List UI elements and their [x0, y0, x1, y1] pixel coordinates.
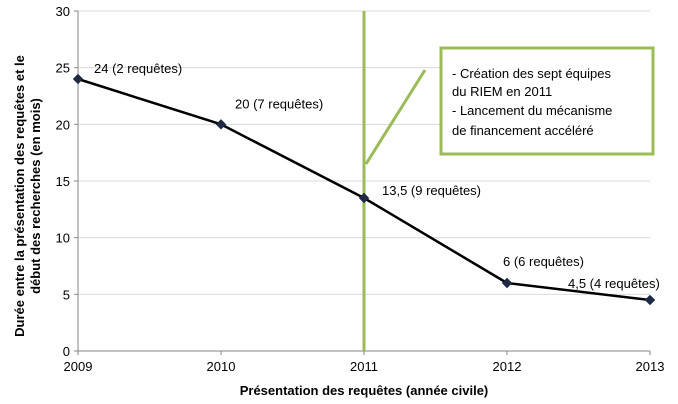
annotation-line-4: de financement accéléré	[452, 123, 594, 138]
data-point-marker	[501, 277, 513, 289]
y-tick-label: 20	[56, 117, 70, 132]
x-tick-label: 2013	[636, 359, 665, 374]
x-axis-title: Présentation des requêtes (année civile)	[240, 383, 489, 398]
x-tick-labels: 2009 2010 2011 2012 2013	[64, 351, 665, 374]
y-axis-title-line-2: début des recherches (en mois)	[28, 98, 43, 294]
y-axis-title-line-1: Durée entre la présentation des requêtes…	[12, 55, 27, 337]
annotation-connector	[364, 69, 427, 165]
data-labels: 24 (2 requêtes) 20 (7 requêtes) 13,5 (9 re…	[94, 61, 660, 291]
annotation-line-2: du RIEM en 2011	[452, 84, 552, 99]
annotation-box: - Création des sept équipes du RIEM en 2…	[439, 46, 655, 156]
data-label: 6 (6 requêtes)	[503, 254, 584, 269]
x-tick-label: 2011	[350, 359, 378, 374]
y-tick-labels: 0 5 10 15 20 25 30	[56, 4, 70, 359]
x-tick-label: 2012	[493, 359, 522, 374]
annotation-line-1: - Création des sept équipes	[452, 66, 611, 81]
y-tick-label: 25	[56, 61, 70, 76]
y-tick-label: 5	[63, 287, 70, 302]
annotation-line-3: - Lancement du mécanisme	[452, 103, 612, 118]
data-label: 13,5 (9 requêtes)	[382, 183, 481, 198]
data-point-marker	[72, 73, 84, 85]
y-tick-label: 30	[56, 4, 70, 19]
data-label: 4,5 (4 requêtes)	[568, 276, 660, 291]
x-tick-label: 2009	[64, 359, 93, 374]
y-tick-label: 10	[56, 231, 70, 246]
data-point-marker	[358, 192, 370, 204]
data-label: 24 (2 requêtes)	[94, 61, 182, 76]
annotation-border	[439, 46, 655, 156]
data-point-marker	[215, 119, 227, 130]
x-tick-label: 2010	[207, 359, 236, 374]
y-axis-title: Durée entre la présentation des requêtes…	[12, 55, 43, 337]
data-label: 20 (7 requêtes)	[235, 96, 323, 111]
data-point-marker	[644, 294, 656, 306]
y-tick-label: 15	[56, 174, 70, 189]
y-tick-label: 0	[63, 344, 70, 359]
data-markers	[72, 73, 656, 306]
